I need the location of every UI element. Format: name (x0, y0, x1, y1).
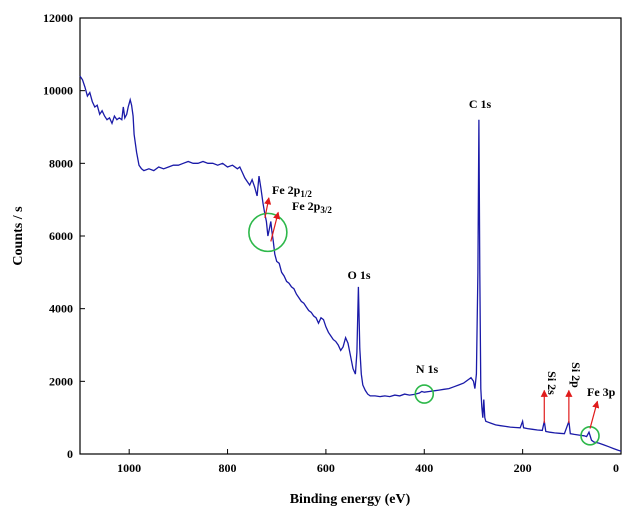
fe-2p-3-2-arrow (270, 211, 281, 242)
n-1s-label: N 1s (416, 362, 439, 376)
fe-2p-3-2-label: Fe 2p3/2 (292, 199, 332, 215)
si-2s-label: Si 2s (545, 371, 559, 395)
x-tick-label: 400 (415, 461, 433, 475)
y-tick-label: 10000 (43, 84, 73, 98)
fe-2p-1-2-arrow (264, 197, 272, 218)
plot-frame (79, 17, 622, 455)
fe-2p-highlight-circle (248, 212, 288, 253)
y-tick-label: 6000 (49, 229, 73, 243)
y-axis-title: Counts / s (11, 206, 26, 266)
fe-3p-arrow (589, 400, 600, 429)
spectrum-line (79, 75, 622, 452)
x-tick-label: 200 (514, 461, 532, 475)
si-2p-label: Si 2p (569, 362, 583, 388)
y-tick-label: 12000 (43, 11, 73, 25)
x-tick-label: 0 (613, 461, 619, 475)
fe-3p-label: Fe 3p (587, 385, 616, 399)
x-axis-title: Binding energy (eV) (290, 492, 411, 507)
n-1s-highlight-circle (414, 384, 435, 404)
o-1s-label: O 1s (347, 268, 370, 282)
y-tick-label: 2000 (49, 374, 73, 388)
y-tick-label: 4000 (49, 302, 73, 316)
fe-2p-1-2-label: Fe 2p1/2 (272, 183, 312, 199)
x-axis: 1000 800 600 400 200 0 (117, 449, 622, 475)
x-tick-label: 800 (219, 461, 237, 475)
y-tick-label: 0 (67, 447, 73, 461)
x-tick-label: 1000 (117, 461, 141, 475)
x-tick-label: 600 (317, 461, 335, 475)
c-1s-label: C 1s (469, 97, 492, 111)
y-tick-label: 8000 (49, 156, 73, 170)
y-axis: 0 2000 4000 6000 8000 10000 12000 (43, 11, 85, 461)
